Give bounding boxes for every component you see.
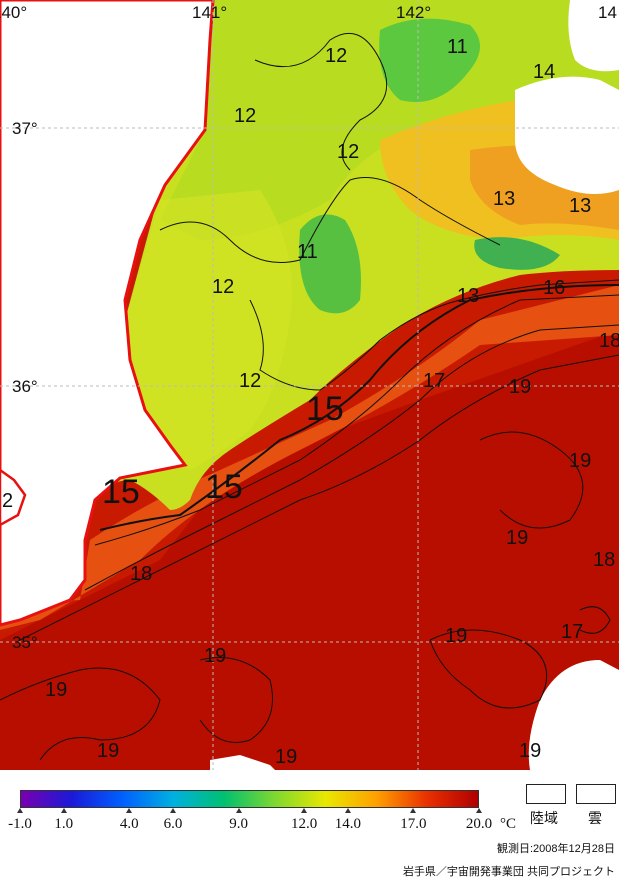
- lat-lon-grid: [0, 0, 619, 770]
- land-honshu: [0, 0, 215, 627]
- colorbar-tick-mark: [476, 808, 482, 813]
- northern-cool-water: [160, 0, 619, 240]
- isotherm-17: [84, 324, 619, 591]
- contour-label: 19: [506, 527, 528, 549]
- colorbar-tick-mark: [344, 808, 351, 813]
- isotherm-13: [249, 279, 619, 391]
- contour-label: 18: [593, 549, 615, 571]
- contour-label: 12: [325, 45, 347, 67]
- colorbar-tick-label: 12.0: [291, 816, 318, 832]
- contour-label: 19: [204, 645, 226, 667]
- contour-label: 13: [457, 285, 479, 307]
- lon-label-142: 142°: [396, 3, 431, 22]
- contour-label: 13: [569, 195, 591, 217]
- cold-eddy-north: [379, 18, 480, 103]
- contour-label: 12: [212, 276, 234, 298]
- cloud-label: 雲: [588, 810, 602, 826]
- contour-label: 18: [130, 563, 152, 585]
- contour-label: 2: [2, 490, 13, 512]
- cloud-patch-south: [210, 755, 275, 770]
- cold-filament: [474, 237, 560, 270]
- isotherm-17-e: [579, 606, 611, 634]
- contour-label: 13: [493, 188, 515, 210]
- contour-label-large: 15: [102, 473, 140, 511]
- isotherm-16: [94, 294, 619, 546]
- credit-line: 岩手県／宇宙開発事業団 共同プロジェクト: [402, 866, 615, 878]
- isotherm-12-north: [254, 32, 388, 171]
- orange-front-band: [0, 285, 619, 630]
- contour-label: 19: [509, 376, 531, 398]
- colorbar-tick-mark: [126, 808, 133, 813]
- colorbar-tick-mark: [170, 808, 176, 813]
- isotherm-19-e: [479, 431, 584, 529]
- unit-label: °C: [500, 816, 517, 832]
- observation-date: 観測日:2008年12月28日: [497, 843, 615, 855]
- contour-label: 12: [239, 370, 261, 392]
- contour-label: 19: [519, 740, 541, 762]
- contour-label: 17: [423, 370, 445, 392]
- isotherm-15: [99, 284, 619, 531]
- colorbar-tick-mark: [235, 808, 242, 813]
- contour-label: 19: [445, 625, 467, 647]
- cloud-cover-northeast: [515, 76, 619, 194]
- contour-label-large: 15: [205, 468, 243, 506]
- contour-label: 14: [533, 61, 555, 83]
- lat-label-36: 36°: [12, 377, 38, 396]
- colorbar-tick-label: 1.0: [54, 816, 74, 832]
- temperature-colorbar: [20, 790, 479, 808]
- isotherm-lines: [0, 32, 619, 761]
- contour-label: 19: [275, 746, 297, 768]
- colorbar-tick-label: 17.0: [400, 816, 427, 832]
- colorbar-tick-label: 6.0: [163, 816, 183, 832]
- colorbar-tick-mark: [410, 808, 417, 813]
- contour-label-large: 15: [306, 390, 344, 428]
- isotherm-19-sw: [0, 667, 161, 761]
- lon-label-141: 141°: [192, 3, 227, 22]
- contour-label: 18: [599, 330, 619, 352]
- cold-eddy-11: [299, 214, 361, 314]
- lon-label-140: 140°: [0, 3, 27, 22]
- colorbar-tick-label: -1.0: [8, 816, 32, 832]
- colorbar-tick-label: 4.0: [119, 816, 139, 832]
- sea-surface-temperature-map: 140° 141° 142° 14 37° 36° 35° 12 11 14 1…: [0, 0, 619, 770]
- isotherm-12-mid: [159, 177, 501, 263]
- cloud-swatch: [576, 784, 616, 804]
- lat-label-35: 35°: [12, 633, 38, 652]
- colorbar-tick-label: 9.0: [229, 816, 248, 832]
- contour-label: 19: [569, 450, 591, 472]
- contour-label: 19: [45, 679, 67, 701]
- colorbar-tick-label: 14.0: [334, 816, 361, 832]
- contour-label: 12: [337, 141, 359, 163]
- contour-label: 19: [97, 740, 119, 762]
- land-swatch: [526, 784, 566, 804]
- legend-panel: -1.0 1.0 4.0 6.0 9.0 12.0 14.0 17.0 20.0 °C 陸域 雲…: [0, 770, 619, 881]
- colorbar-tick-mark: [60, 808, 67, 813]
- lat-label-37: 37°: [12, 119, 38, 138]
- isotherm-18: [19, 354, 619, 641]
- contour-label: 11: [297, 241, 318, 263]
- contour-label: 11: [447, 36, 468, 58]
- isotherm-19-s: [199, 657, 273, 743]
- contour-label: 17: [561, 621, 583, 643]
- contour-label: 16: [543, 277, 565, 299]
- cloud-cover-corner: [568, 0, 619, 72]
- land-island-west: [0, 468, 27, 527]
- isotherm-19-se: [429, 629, 548, 709]
- colorbar-tick-mark: [301, 808, 308, 813]
- land-label: 陸域: [530, 810, 558, 826]
- colorbar-tick-mark: [17, 808, 23, 813]
- cloud-cover-southeast: [528, 660, 619, 770]
- contour-label: 12: [234, 105, 256, 127]
- kuroshio-core-region: [0, 330, 619, 770]
- colorbar-tick-label: 20.0: [465, 816, 493, 832]
- coastal-band: [125, 190, 292, 470]
- lon-label-143: 14: [598, 3, 617, 22]
- contour-labels: 12 11 14 12 12 13 13 11 12 13 16 18 12 1…: [2, 36, 619, 768]
